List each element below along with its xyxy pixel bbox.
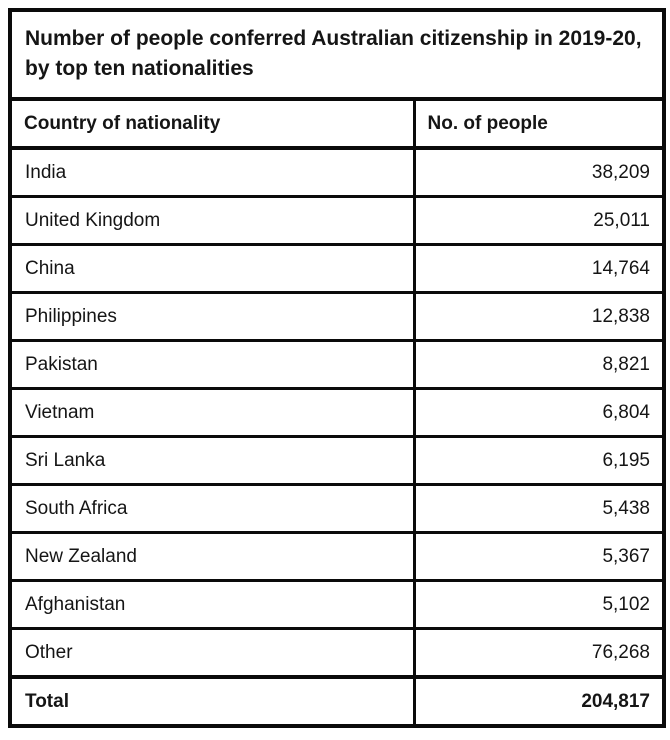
table-row: South Africa 5,438: [8, 483, 666, 534]
country-cell: India: [8, 146, 416, 198]
column-header-people: No. of people: [412, 97, 666, 150]
column-header-country: Country of nationality: [8, 97, 416, 150]
people-cell: 25,011: [412, 195, 666, 246]
country-cell: Pakistan: [8, 339, 416, 390]
title-row: Number of people conferred Australian ci…: [8, 8, 666, 101]
people-cell: 5,438: [412, 483, 666, 534]
total-value-cell: 204,817: [412, 675, 666, 728]
country-cell: New Zealand: [8, 531, 416, 582]
table-row: New Zealand 5,367: [8, 531, 666, 582]
table-row: Vietnam 6,804: [8, 387, 666, 438]
people-cell: 14,764: [412, 243, 666, 294]
people-cell: 38,209: [412, 146, 666, 198]
country-cell: Other: [8, 627, 416, 679]
table-row: Pakistan 8,821: [8, 339, 666, 390]
header-row: Country of nationality No. of people: [8, 97, 666, 150]
country-cell: Sri Lanka: [8, 435, 416, 486]
table-row: Afghanistan 5,102: [8, 579, 666, 630]
country-cell: Afghanistan: [8, 579, 416, 630]
people-cell: 5,102: [412, 579, 666, 630]
country-cell: South Africa: [8, 483, 416, 534]
people-cell: 5,367: [412, 531, 666, 582]
people-cell: 6,195: [412, 435, 666, 486]
people-cell: 6,804: [412, 387, 666, 438]
people-cell: 8,821: [412, 339, 666, 390]
table-row: Philippines 12,838: [8, 291, 666, 342]
country-cell: China: [8, 243, 416, 294]
country-cell: Philippines: [8, 291, 416, 342]
country-cell: Vietnam: [8, 387, 416, 438]
table-row: Other 76,268: [8, 627, 666, 679]
people-cell: 76,268: [412, 627, 666, 679]
country-cell: United Kingdom: [8, 195, 416, 246]
people-cell: 12,838: [412, 291, 666, 342]
table-row: India 38,209: [8, 146, 666, 198]
citizenship-table-frame: Number of people conferred Australian ci…: [8, 8, 666, 728]
table-row: United Kingdom 25,011: [8, 195, 666, 246]
citizenship-table: Number of people conferred Australian ci…: [8, 8, 666, 728]
total-label-cell: Total: [8, 675, 416, 728]
table-row: Sri Lanka 6,195: [8, 435, 666, 486]
table-row: China 14,764: [8, 243, 666, 294]
total-row: Total 204,817: [8, 675, 666, 728]
table-title: Number of people conferred Australian ci…: [8, 8, 666, 101]
